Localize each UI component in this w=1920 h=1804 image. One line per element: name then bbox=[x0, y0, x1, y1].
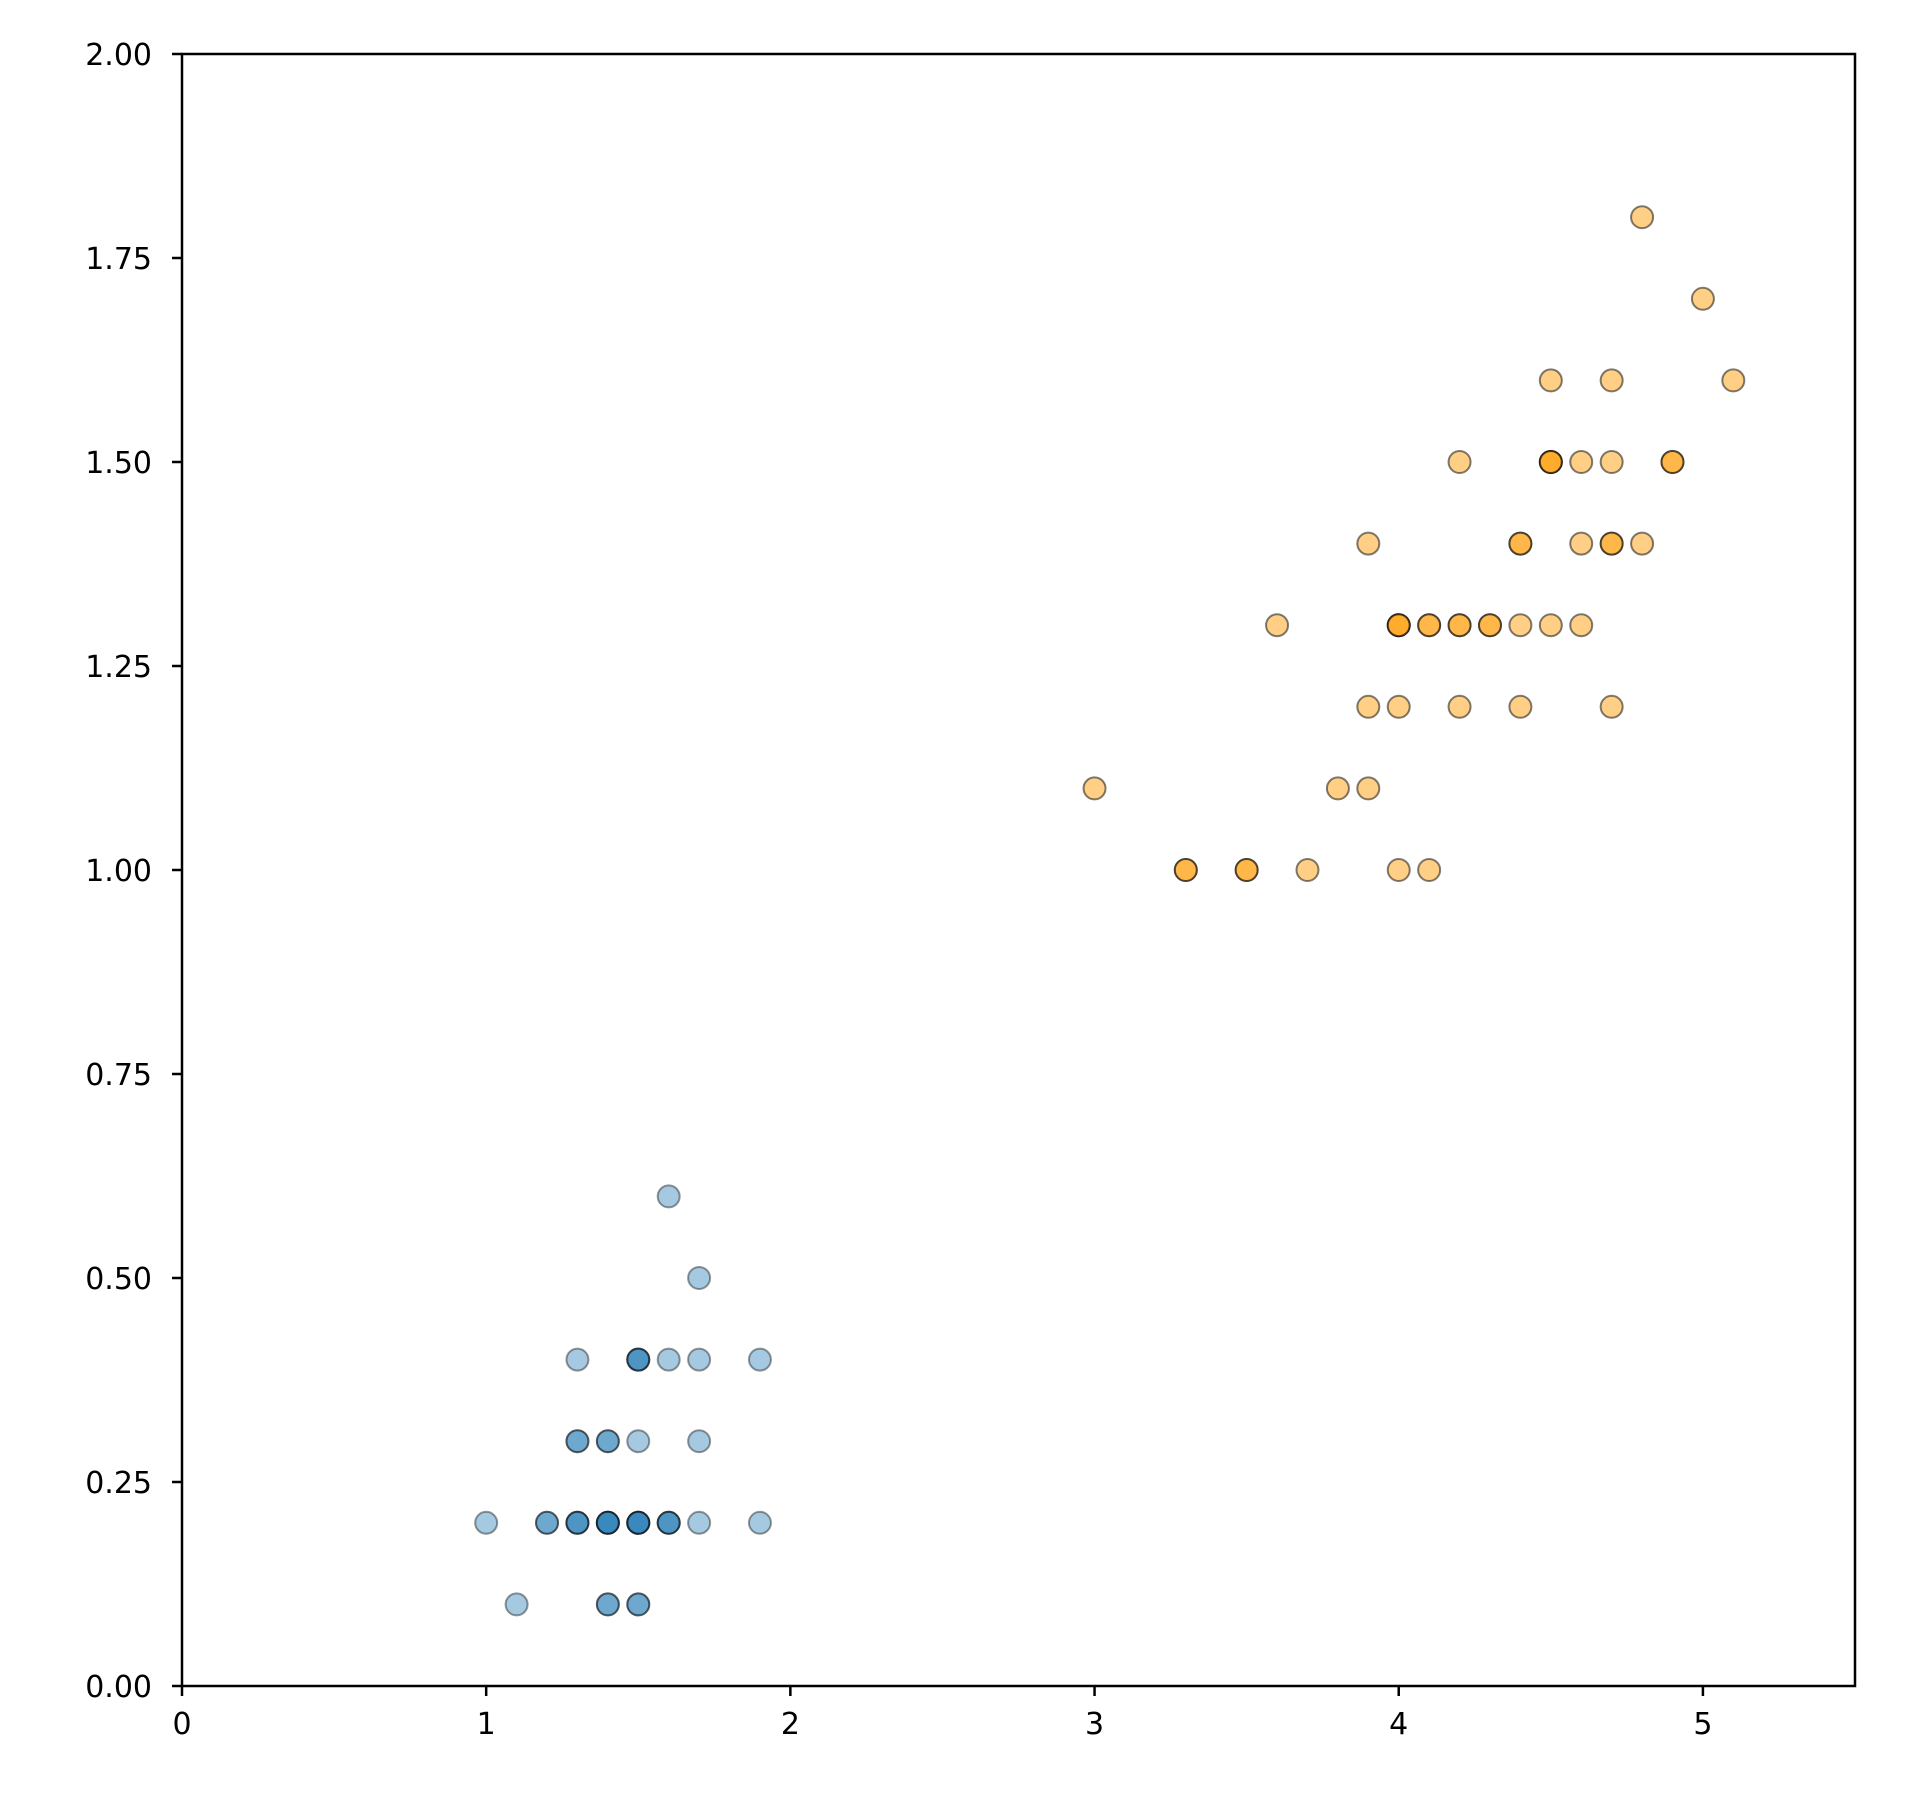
data-point bbox=[595, 1510, 620, 1535]
data-point bbox=[1721, 368, 1746, 393]
data-point bbox=[1447, 694, 1472, 719]
data-point bbox=[626, 1592, 651, 1617]
data-point bbox=[595, 1592, 620, 1617]
data-points bbox=[474, 205, 1746, 1617]
y-tick-label: 2.00 bbox=[85, 38, 152, 73]
data-point bbox=[747, 1347, 772, 1372]
x-tick-label: 3 bbox=[1085, 1707, 1104, 1742]
data-point bbox=[1690, 286, 1715, 311]
data-point bbox=[1599, 368, 1624, 393]
y-axis: 0.00 0.25 0.50 0.75 1.00 1.25 1.50 1.75 2.00 bbox=[85, 38, 182, 1705]
data-point bbox=[1569, 613, 1594, 638]
data-point bbox=[595, 1510, 620, 1535]
data-point bbox=[1447, 450, 1472, 474]
data-point bbox=[1356, 531, 1381, 556]
data-point bbox=[626, 1347, 651, 1372]
data-point bbox=[1417, 858, 1442, 882]
data-point bbox=[1082, 776, 1107, 801]
x-tick-label: 2 bbox=[781, 1707, 800, 1742]
data-point bbox=[687, 1429, 712, 1454]
y-tick-label: 1.00 bbox=[85, 854, 152, 889]
data-point bbox=[1508, 613, 1533, 638]
data-point bbox=[1508, 531, 1533, 556]
data-point bbox=[1660, 450, 1685, 474]
data-point bbox=[1356, 776, 1381, 801]
data-point bbox=[626, 1510, 651, 1535]
data-point bbox=[1386, 613, 1411, 638]
data-point bbox=[565, 1429, 590, 1454]
series-blue bbox=[474, 1184, 772, 1617]
data-point bbox=[1447, 613, 1472, 638]
data-point bbox=[1538, 368, 1563, 393]
data-point bbox=[1599, 694, 1624, 719]
y-tick-label: 0.00 bbox=[85, 1670, 152, 1705]
data-point bbox=[535, 1510, 560, 1535]
data-point bbox=[595, 1510, 620, 1535]
y-tick-label: 1.25 bbox=[85, 650, 152, 685]
data-point bbox=[565, 1347, 590, 1372]
data-point bbox=[1538, 450, 1563, 474]
data-point bbox=[1295, 858, 1320, 882]
data-point bbox=[1508, 694, 1533, 719]
data-point bbox=[1569, 531, 1594, 556]
x-tick-label: 5 bbox=[1693, 1707, 1712, 1742]
data-point bbox=[565, 1510, 590, 1535]
data-point bbox=[1569, 450, 1594, 474]
data-point bbox=[656, 1510, 681, 1535]
y-tick-label: 1.75 bbox=[85, 242, 152, 277]
data-point bbox=[1599, 450, 1624, 474]
data-point bbox=[595, 1429, 620, 1454]
data-point bbox=[565, 1510, 590, 1535]
data-point bbox=[1386, 858, 1411, 882]
data-point bbox=[626, 1592, 651, 1617]
x-tick-label: 4 bbox=[1389, 1707, 1408, 1742]
data-point bbox=[1599, 531, 1624, 556]
data-point bbox=[656, 1510, 681, 1535]
series-orange bbox=[1082, 205, 1746, 882]
data-point bbox=[687, 1347, 712, 1372]
data-point bbox=[1173, 858, 1198, 882]
data-point bbox=[595, 1429, 620, 1454]
data-point bbox=[626, 1510, 651, 1535]
data-point bbox=[626, 1347, 651, 1372]
data-point bbox=[504, 1592, 529, 1617]
data-point bbox=[595, 1510, 620, 1535]
y-tick-label: 0.25 bbox=[85, 1466, 152, 1501]
data-point bbox=[1234, 858, 1259, 882]
data-point bbox=[626, 1510, 651, 1535]
data-point bbox=[535, 1510, 560, 1535]
data-point bbox=[747, 1510, 772, 1535]
x-tick-label: 1 bbox=[477, 1707, 496, 1742]
data-point bbox=[1630, 531, 1655, 556]
data-point bbox=[626, 1429, 651, 1454]
data-point bbox=[687, 1266, 712, 1290]
data-point bbox=[1386, 694, 1411, 719]
x-axis: 0 1 2 3 4 5 bbox=[172, 1686, 1712, 1742]
data-point bbox=[1265, 613, 1290, 638]
data-point bbox=[656, 1510, 681, 1535]
y-tick-label: 1.50 bbox=[85, 446, 152, 481]
data-point bbox=[656, 1347, 681, 1372]
data-point bbox=[1477, 613, 1502, 638]
data-point bbox=[595, 1592, 620, 1617]
data-point bbox=[565, 1429, 590, 1454]
data-point bbox=[687, 1510, 712, 1535]
data-point bbox=[1417, 613, 1442, 638]
data-point bbox=[474, 1510, 499, 1535]
data-point bbox=[565, 1510, 590, 1535]
data-point bbox=[656, 1184, 681, 1209]
data-point bbox=[1630, 205, 1655, 230]
y-tick-label: 0.50 bbox=[85, 1262, 152, 1297]
x-tick-label: 0 bbox=[172, 1707, 191, 1742]
data-point bbox=[626, 1510, 651, 1535]
data-point bbox=[1325, 776, 1350, 801]
data-point bbox=[1356, 694, 1381, 719]
y-tick-label: 0.75 bbox=[85, 1058, 152, 1093]
data-point bbox=[626, 1347, 651, 1372]
data-point bbox=[1538, 613, 1563, 638]
